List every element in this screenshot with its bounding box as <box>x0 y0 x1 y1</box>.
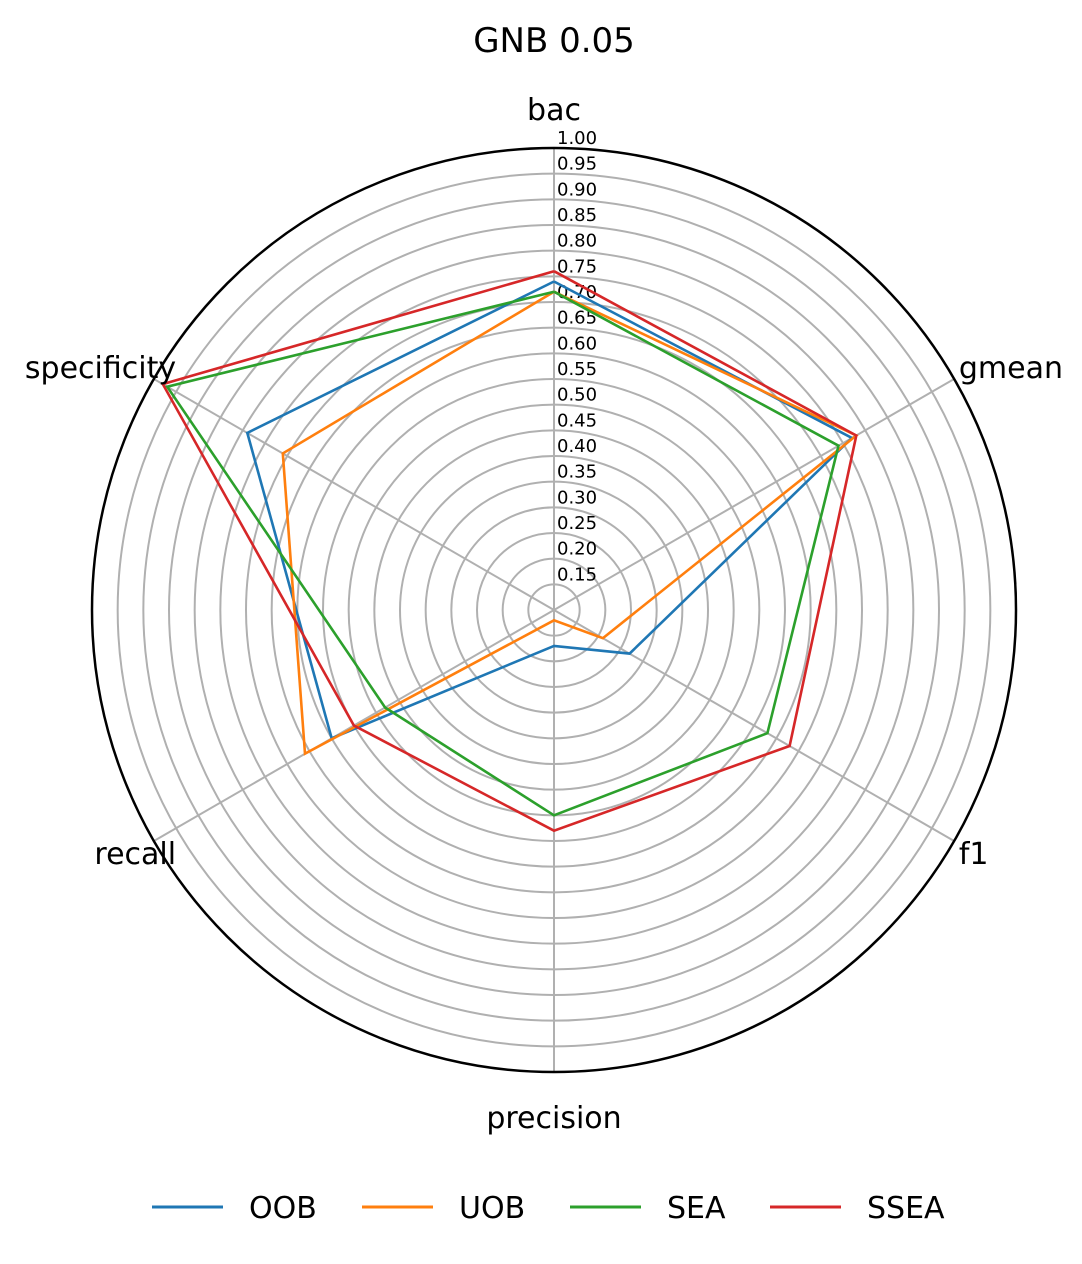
legend-item-oob: OOB <box>152 1191 317 1226</box>
r-tick-label: 0.40 <box>557 436 597 457</box>
r-tick-label: 0.50 <box>557 385 597 406</box>
spoke-specificity <box>153 378 555 611</box>
series-line-ssea <box>160 269 858 833</box>
axis-label-bac: bac <box>527 93 581 128</box>
legend-label: SEA <box>667 1191 726 1226</box>
r-tick-label: 0.75 <box>557 256 597 277</box>
legend-label: SSEA <box>867 1191 945 1226</box>
r-tick-label: 0.85 <box>557 205 597 226</box>
legend-label: OOB <box>249 1191 317 1226</box>
r-tick-label: 0.90 <box>557 179 597 200</box>
r-tick-label: 0.15 <box>557 564 597 585</box>
r-tick-label: 0.30 <box>557 487 597 508</box>
axis-label-precision: precision <box>486 1101 621 1136</box>
r-tick-label: 0.60 <box>557 333 597 354</box>
polar-frame <box>90 146 1018 1074</box>
series-line-sea <box>165 290 841 817</box>
r-tick-label: 1.00 <box>557 128 597 149</box>
r-tick-label: 0.95 <box>557 154 597 175</box>
legend-item-sea: SEA <box>570 1191 726 1226</box>
r-tick-label: 0.80 <box>557 231 597 252</box>
r-tick-label: 0.20 <box>557 539 597 560</box>
r-tick-label: 0.35 <box>557 462 597 483</box>
axis-label-gmean: gmean <box>959 351 1063 386</box>
r-tick-label: 0.55 <box>557 359 597 380</box>
spoke-f1 <box>553 609 955 842</box>
legend: OOB UOB SEA SSEA <box>152 1191 945 1226</box>
legend-label: UOB <box>459 1191 525 1226</box>
r-tick-label: 0.45 <box>557 410 597 431</box>
axis-labels: bac gmean f1 precision recall specificity <box>25 93 1063 1136</box>
chart-title: GNB 0.05 <box>473 21 635 61</box>
spoke-gmean <box>553 378 955 611</box>
legend-item-uob: UOB <box>362 1191 525 1226</box>
series-lines <box>160 269 859 833</box>
r-tick-label: 0.25 <box>557 513 597 534</box>
r-tick-label: 0.65 <box>557 308 597 329</box>
legend-item-ssea: SSEA <box>770 1191 945 1226</box>
axis-label-specificity: specificity <box>25 351 176 386</box>
axis-label-f1: f1 <box>959 837 989 872</box>
radial-tick-labels: 0.15 0.20 0.25 0.30 0.35 0.40 0.45 0.50 0.55 0.60… <box>557 128 597 585</box>
axis-label-recall: recall <box>94 837 176 872</box>
radial-grid <box>90 146 1018 1074</box>
